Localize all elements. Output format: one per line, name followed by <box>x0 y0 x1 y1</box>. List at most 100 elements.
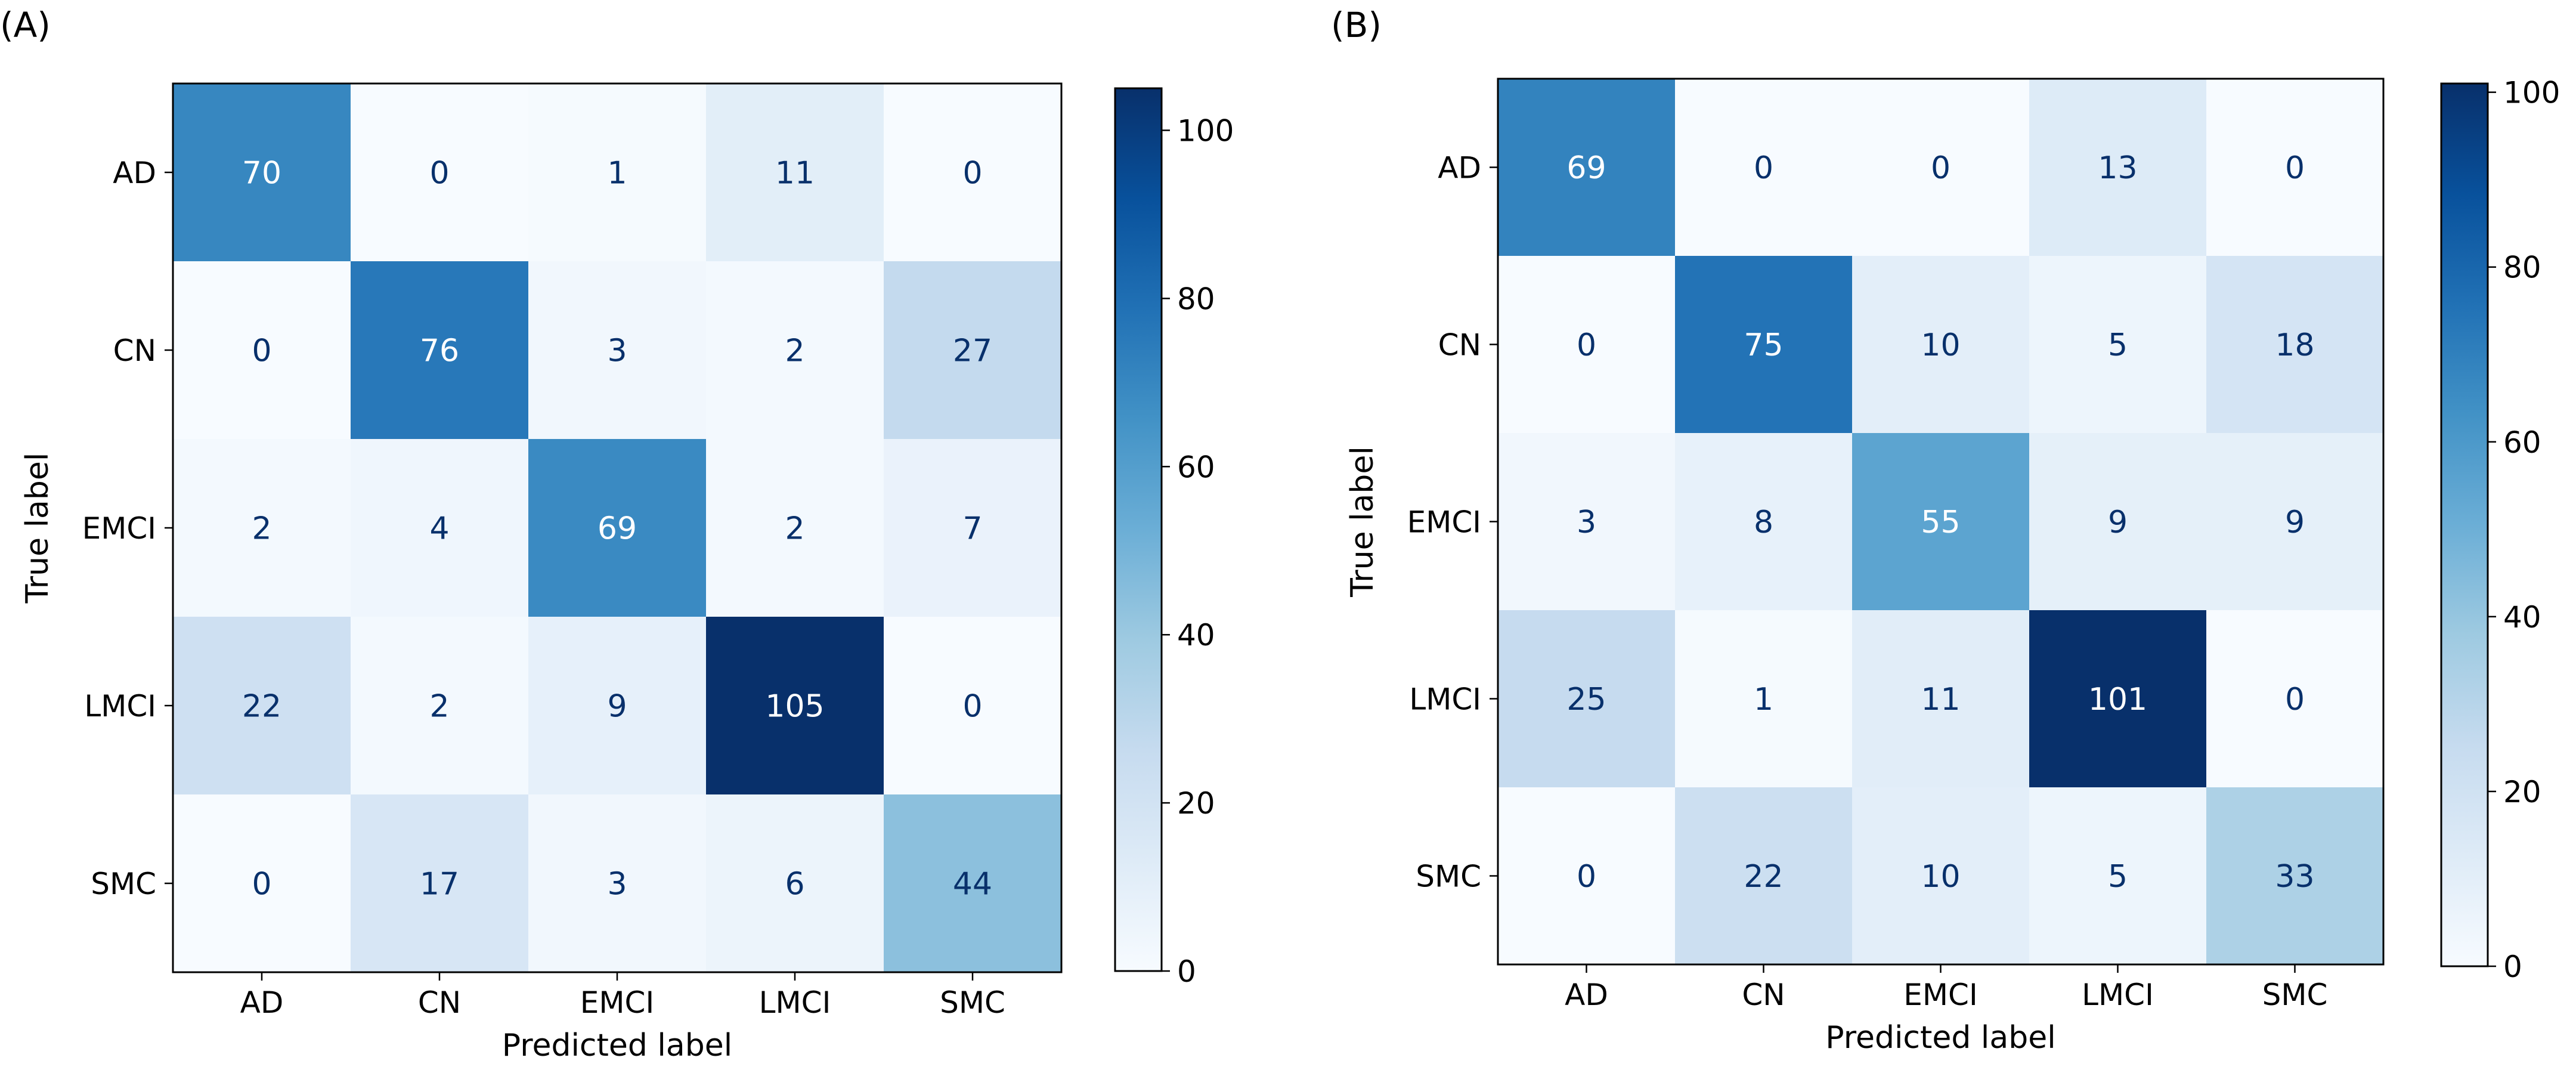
colorbar-tick-label: 40 <box>1177 618 1215 653</box>
cell-LMCI-LMCI <box>706 617 884 795</box>
cell-LMCI-AD <box>173 617 351 795</box>
cell-AD-LMCI <box>2029 79 2207 256</box>
cell-SMC-AD <box>1498 787 1676 965</box>
x-tick-label: CN <box>418 985 461 1020</box>
x-tick-label: SMC <box>2262 978 2328 1012</box>
cell-value-label: 2 <box>785 333 804 369</box>
cell-CN-LMCI <box>706 261 884 440</box>
cell-value-label: 8 <box>1754 505 1773 540</box>
cell-AD-CN <box>351 84 529 262</box>
cell-value-label: 9 <box>607 689 627 725</box>
colorbar-tick-label: 60 <box>1177 450 1215 484</box>
cell-SMC-LMCI <box>2029 787 2207 965</box>
cell-value-label: 69 <box>597 511 637 547</box>
y-tick-label: LMCI <box>1409 682 1481 717</box>
colorbar-tick-label: 20 <box>1177 786 1215 821</box>
cell-value-label: 4 <box>429 511 449 547</box>
cell-value-label: 33 <box>2275 859 2314 895</box>
cell-SMC-SMC <box>884 794 1062 973</box>
cell-AD-EMCI <box>528 84 707 262</box>
cell-value-label: 0 <box>429 156 449 191</box>
cell-value-label: 44 <box>953 867 992 902</box>
colorbar-tick-label: 80 <box>2503 251 2541 285</box>
x-tick-label: LMCI <box>2082 978 2154 1012</box>
x-tick-label: EMCI <box>580 985 654 1020</box>
cell-value-label: 0 <box>1754 150 1773 186</box>
cell-value-label: 76 <box>420 333 459 369</box>
colorbar <box>2441 84 2488 966</box>
panel-label: (A) <box>0 5 51 45</box>
cell-value-label: 7 <box>962 511 982 547</box>
cell-EMCI-LMCI <box>706 439 884 617</box>
cell-CN-SMC <box>884 261 1062 440</box>
cell-CN-EMCI <box>1852 256 2030 434</box>
y-tick-label: AD <box>113 156 156 190</box>
cell-value-label: 25 <box>1566 682 1606 718</box>
cell-value-label: 0 <box>1577 859 1596 895</box>
cell-SMC-EMCI <box>1852 787 2030 965</box>
y-tick-label: EMCI <box>82 511 156 546</box>
confusion-matrix-panel-b: (B)69 0 0 13 00 75 10 5 183 8 55 9 925 1 11 101 00 22 10 5 3… <box>1331 5 2560 1056</box>
cell-LMCI-CN <box>1675 610 1853 788</box>
cell-value-label: 69 <box>1566 150 1606 186</box>
y-tick-label: AD <box>1438 151 1481 185</box>
confusion-matrix-panel-a: (A)70 0 1 11 00 76 3 2 272 4 69 2 722 2 9 105 00 17 3 6 44AD… <box>0 5 1234 1063</box>
cell-EMCI-CN <box>351 439 529 617</box>
y-tick-label: SMC <box>91 867 156 901</box>
colorbar <box>1115 88 1162 971</box>
x-tick-label: EMCI <box>1903 978 1977 1012</box>
y-tick-label: EMCI <box>1407 505 1481 540</box>
cell-value-label: 3 <box>1577 505 1596 540</box>
cell-LMCI-EMCI <box>1852 610 2030 788</box>
cell-SMC-CN <box>351 794 529 973</box>
x-axis-label: Predicted label <box>1825 1020 2055 1056</box>
cell-LMCI-SMC <box>2206 610 2384 788</box>
cell-value-label: 6 <box>785 867 804 902</box>
cell-value-label: 0 <box>2285 150 2305 186</box>
cell-EMCI-LMCI <box>2029 433 2207 611</box>
cell-LMCI-SMC <box>884 617 1062 795</box>
x-tick-label: LMCI <box>759 985 831 1020</box>
cell-value-label: 9 <box>2285 505 2305 540</box>
x-tick-label: AD <box>240 985 284 1020</box>
cell-value-label: 0 <box>1577 327 1596 363</box>
cell-AD-LMCI <box>706 84 884 262</box>
cell-SMC-LMCI <box>706 794 884 973</box>
cell-CN-AD <box>1498 256 1676 434</box>
y-tick-label: SMC <box>1416 859 1481 894</box>
x-axis-label: Predicted label <box>502 1028 732 1063</box>
colorbar-tick-label: 0 <box>2503 950 2522 984</box>
cell-value-label: 0 <box>252 333 271 369</box>
y-tick-label: CN <box>113 333 156 368</box>
cell-value-label: 9 <box>2108 505 2128 540</box>
cell-value-label: 3 <box>607 333 627 369</box>
cell-value-label: 70 <box>242 156 281 191</box>
colorbar-tick-label: 0 <box>1177 954 1196 989</box>
colorbar-tick-label: 100 <box>2503 76 2560 110</box>
cell-LMCI-LMCI <box>2029 610 2207 788</box>
cell-CN-AD <box>173 261 351 440</box>
cell-EMCI-SMC <box>2206 433 2384 611</box>
cell-value-label: 18 <box>2275 327 2314 363</box>
cell-value-label: 2 <box>252 511 271 547</box>
colorbar-frame <box>2440 82 2489 967</box>
x-tick-label: SMC <box>940 985 1005 1020</box>
colorbar-frame <box>1114 87 1163 972</box>
cell-SMC-SMC <box>2206 787 2384 965</box>
cell-value-label: 105 <box>765 689 824 725</box>
cell-value-label: 10 <box>1921 327 1960 363</box>
colorbar-tick-label: 80 <box>1177 282 1215 316</box>
cell-EMCI-EMCI <box>1852 433 2030 611</box>
panel-label: (B) <box>1331 5 1382 45</box>
cell-LMCI-EMCI <box>528 617 707 795</box>
cell-value-label: 27 <box>953 333 992 369</box>
x-tick-label: AD <box>1565 978 1608 1012</box>
colorbar-tick-label: 100 <box>1177 113 1234 148</box>
cell-AD-AD <box>173 84 351 262</box>
cell-LMCI-AD <box>1498 610 1676 788</box>
cell-value-label: 55 <box>1921 505 1960 540</box>
cell-SMC-AD <box>173 794 351 973</box>
cell-value-label: 5 <box>2108 327 2128 363</box>
cell-AD-SMC <box>2206 79 2384 256</box>
